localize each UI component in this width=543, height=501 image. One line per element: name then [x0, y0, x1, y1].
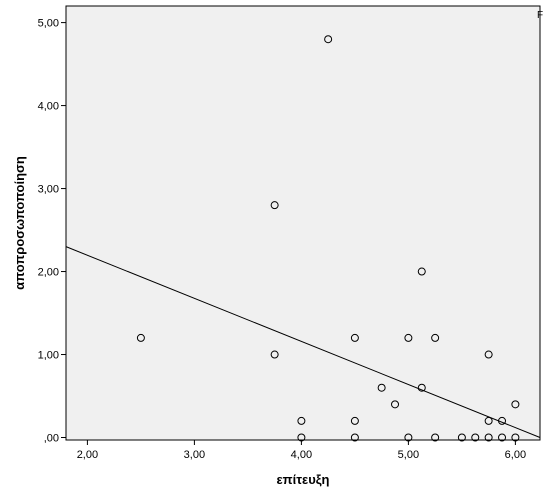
data-point — [471, 433, 480, 442]
data-point — [511, 433, 520, 442]
data-point — [431, 333, 440, 342]
x-axis-ticks: 2,00 3,00 4,00 5,00 6,00 — [77, 440, 526, 461]
data-point — [498, 416, 507, 425]
data-point — [417, 383, 426, 392]
x-tick-label: 4,00 — [291, 449, 312, 461]
y-tick-label: 2,00 — [38, 267, 59, 279]
plot-area — [65, 5, 541, 441]
data-point — [377, 383, 386, 392]
data-point — [404, 433, 413, 442]
x-tick-label: 5,00 — [398, 449, 419, 461]
data-point — [484, 350, 493, 359]
data-point — [270, 350, 279, 359]
regression-line — [65, 246, 541, 438]
data-point — [404, 333, 413, 342]
data-point — [297, 433, 306, 442]
y-axis-ticks: ,00 1,00 2,00 3,00 4,00 5,00 — [38, 18, 66, 445]
data-point — [136, 333, 145, 342]
data-point — [457, 433, 466, 442]
data-point — [350, 333, 359, 342]
data-point — [324, 35, 333, 44]
y-tick-label: 4,00 — [38, 101, 59, 113]
data-point — [484, 416, 493, 425]
data-point — [350, 433, 359, 442]
data-point — [270, 201, 279, 210]
y-tick-label: 3,00 — [38, 184, 59, 196]
x-tick-label: 6,00 — [505, 449, 526, 461]
data-point — [417, 267, 426, 276]
x-tick-label: 3,00 — [184, 449, 205, 461]
data-point — [511, 400, 520, 409]
x-axis-title: επίτευξη — [276, 472, 329, 487]
data-point — [484, 433, 493, 442]
corner-label: F — [537, 10, 543, 21]
data-point — [498, 433, 507, 442]
y-axis-title: αποπροσωποποίηση — [12, 156, 27, 290]
data-points — [136, 35, 520, 442]
y-tick-label: ,00 — [44, 433, 59, 445]
data-point — [431, 433, 440, 442]
data-point — [350, 416, 359, 425]
y-tick-label: 5,00 — [38, 18, 59, 30]
data-point — [391, 400, 400, 409]
x-tick-label: 2,00 — [77, 449, 98, 461]
y-tick-label: 1,00 — [38, 350, 59, 362]
data-point — [297, 416, 306, 425]
